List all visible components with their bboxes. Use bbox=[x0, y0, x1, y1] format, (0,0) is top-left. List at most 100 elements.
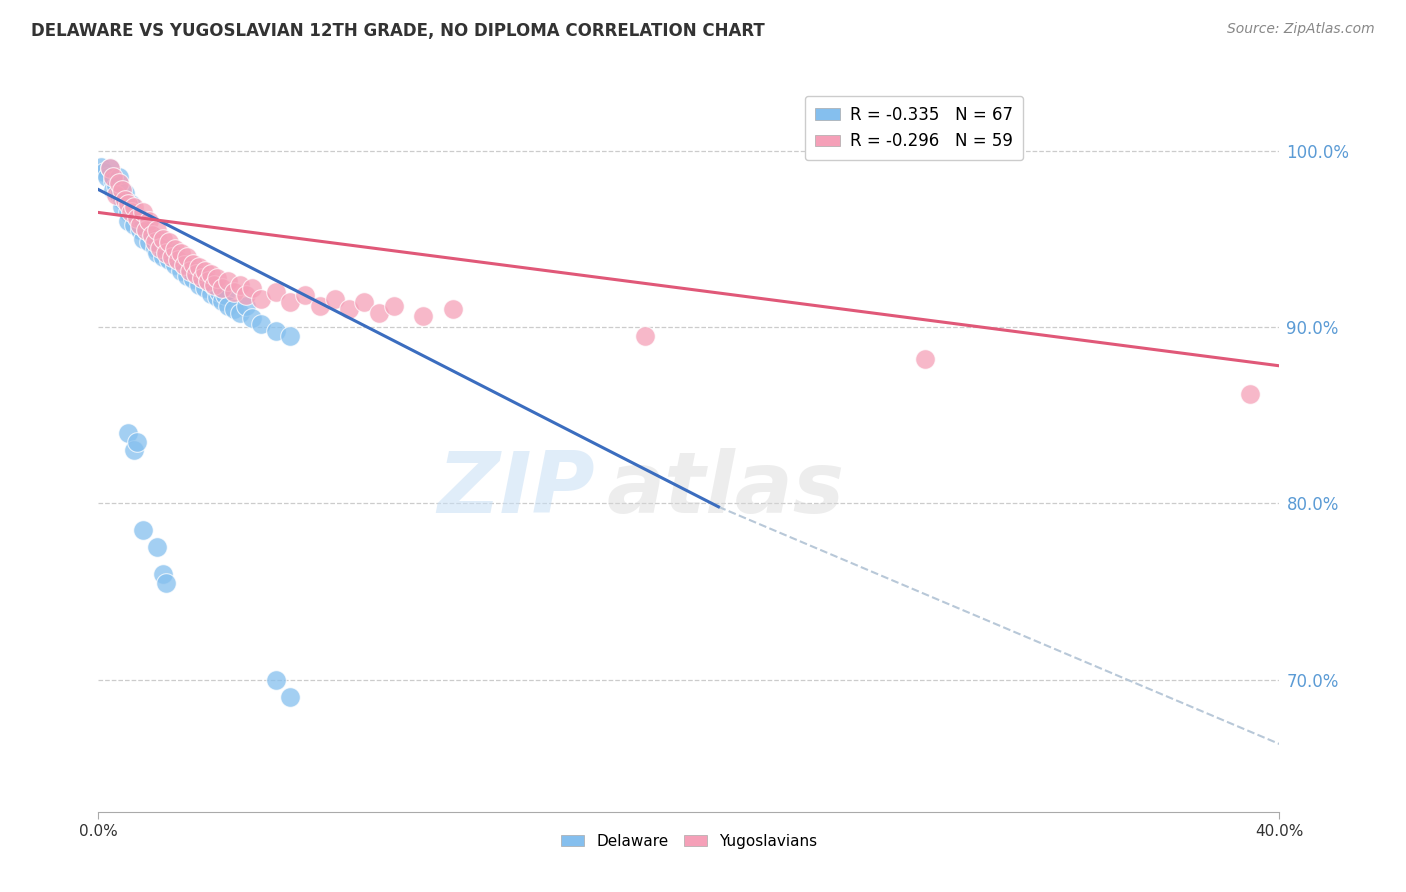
Point bbox=[146, 232, 169, 246]
Point bbox=[309, 299, 332, 313]
Point bbox=[202, 279, 225, 293]
Point bbox=[217, 274, 239, 288]
Point bbox=[143, 241, 166, 255]
Point bbox=[197, 274, 219, 288]
Point bbox=[176, 250, 198, 264]
Point bbox=[108, 170, 131, 185]
Point bbox=[114, 193, 136, 207]
Point bbox=[205, 290, 228, 304]
Text: atlas: atlas bbox=[606, 449, 845, 532]
Point bbox=[240, 311, 263, 326]
Point bbox=[125, 434, 148, 449]
Point bbox=[167, 253, 190, 268]
Point bbox=[98, 161, 121, 176]
Point bbox=[132, 232, 155, 246]
Point bbox=[264, 673, 287, 687]
Point bbox=[323, 292, 346, 306]
Point bbox=[111, 200, 134, 214]
Point bbox=[146, 541, 169, 555]
Point bbox=[179, 263, 201, 277]
Point bbox=[122, 200, 145, 214]
Point bbox=[125, 211, 148, 225]
Point bbox=[155, 575, 177, 590]
Point bbox=[441, 302, 464, 317]
Point bbox=[173, 258, 195, 272]
Point bbox=[167, 253, 190, 268]
Point bbox=[90, 160, 112, 174]
Point bbox=[117, 214, 139, 228]
Point bbox=[138, 214, 160, 228]
Point bbox=[155, 243, 177, 257]
Point bbox=[120, 205, 142, 219]
Point bbox=[93, 165, 115, 179]
Point bbox=[280, 329, 302, 343]
Point bbox=[165, 243, 187, 257]
Point bbox=[108, 187, 131, 202]
Point bbox=[184, 267, 207, 281]
Point bbox=[382, 299, 405, 313]
Point bbox=[125, 209, 148, 223]
Point bbox=[155, 246, 177, 260]
Text: ZIP: ZIP bbox=[437, 449, 595, 532]
Point bbox=[146, 246, 169, 260]
Point bbox=[165, 258, 187, 272]
Text: DELAWARE VS YUGOSLAVIAN 12TH GRADE, NO DIPLOMA CORRELATION CHART: DELAWARE VS YUGOSLAVIAN 12TH GRADE, NO D… bbox=[31, 22, 765, 40]
Point bbox=[132, 214, 155, 228]
Point bbox=[181, 256, 204, 270]
Point bbox=[240, 281, 263, 295]
Point bbox=[105, 187, 128, 202]
Point bbox=[205, 270, 228, 285]
Point bbox=[187, 277, 209, 292]
Point bbox=[197, 274, 219, 288]
Point bbox=[108, 176, 131, 190]
Point bbox=[103, 183, 125, 197]
Point bbox=[184, 267, 207, 281]
Point bbox=[157, 235, 180, 250]
Point bbox=[211, 293, 233, 308]
Point bbox=[138, 235, 160, 250]
Point bbox=[149, 239, 172, 253]
Point bbox=[117, 425, 139, 440]
Point bbox=[264, 324, 287, 338]
Point bbox=[122, 218, 145, 232]
Point bbox=[149, 241, 172, 255]
Point bbox=[214, 288, 236, 302]
Point bbox=[181, 272, 204, 286]
Point bbox=[217, 299, 239, 313]
Point bbox=[179, 261, 201, 276]
Point bbox=[170, 246, 193, 260]
Point bbox=[103, 170, 125, 185]
Point bbox=[191, 270, 214, 285]
Point bbox=[152, 232, 174, 246]
Point bbox=[280, 690, 302, 705]
Point bbox=[114, 186, 136, 200]
Point bbox=[194, 263, 217, 277]
Point bbox=[162, 250, 183, 264]
Point bbox=[264, 285, 287, 299]
Legend: Delaware, Yugoslavians: Delaware, Yugoslavians bbox=[555, 828, 823, 855]
Point bbox=[152, 250, 174, 264]
Point bbox=[120, 196, 142, 211]
Point bbox=[170, 263, 193, 277]
Point bbox=[132, 523, 155, 537]
Point bbox=[176, 268, 198, 283]
Point bbox=[135, 223, 157, 237]
Point bbox=[128, 218, 150, 232]
Point bbox=[368, 306, 391, 320]
Point bbox=[194, 281, 217, 295]
Point bbox=[111, 183, 134, 197]
Point bbox=[280, 295, 302, 310]
Point bbox=[96, 170, 118, 185]
Text: Source: ZipAtlas.com: Source: ZipAtlas.com bbox=[1227, 22, 1375, 37]
Point bbox=[98, 161, 121, 176]
Point bbox=[229, 277, 252, 292]
Point bbox=[135, 223, 157, 237]
Point bbox=[250, 317, 273, 331]
Point bbox=[117, 205, 139, 219]
Point bbox=[103, 174, 125, 188]
Point bbox=[191, 270, 214, 285]
Point bbox=[208, 285, 231, 299]
Point bbox=[122, 443, 145, 458]
Point bbox=[353, 295, 375, 310]
Point bbox=[200, 286, 222, 301]
